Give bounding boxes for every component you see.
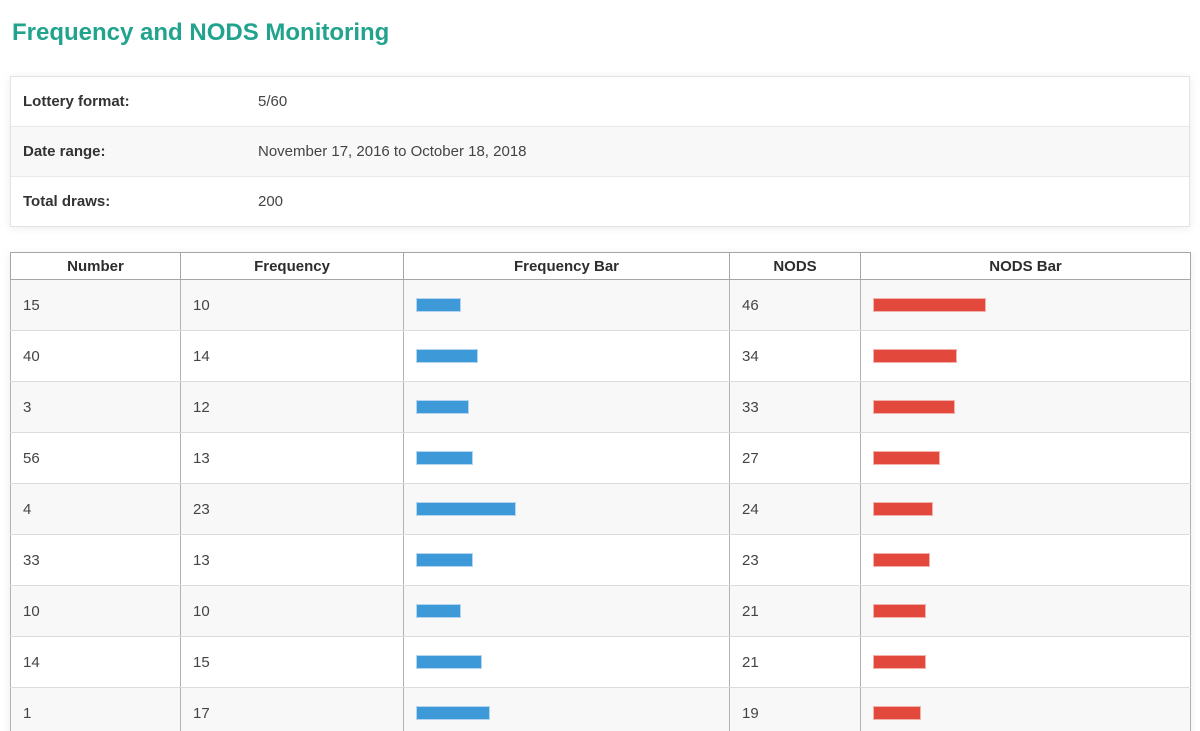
nods-bar: [873, 502, 933, 516]
frequency-bar-cell: [403, 381, 730, 433]
lottery-format-label: Lottery format:: [23, 93, 130, 110]
table-row: 1 17 19: [10, 687, 1191, 731]
frequency-bar: [416, 553, 473, 567]
table-header: Number Frequency Frequency Bar NODS NODS…: [10, 252, 1191, 280]
frequency-bar: [416, 706, 490, 720]
frequency-bar-cell: [403, 432, 730, 484]
nods-bar: [873, 706, 921, 720]
nods-bar-cell: [860, 483, 1191, 535]
frequency-bar-cell: [403, 585, 730, 637]
number-cell: 10: [10, 585, 181, 637]
summary-row-date-range: Date range: November 17, 2016 to October…: [11, 126, 1189, 176]
summary-row-total-draws: Total draws: 200: [11, 176, 1189, 226]
column-header-nods: NODS: [729, 252, 861, 280]
lottery-format-value: 5/60: [258, 93, 288, 110]
nods-cell: 27: [729, 432, 861, 484]
nods-cell: 24: [729, 483, 861, 535]
column-header-frequency-bar: Frequency Bar: [403, 252, 730, 280]
summary-panel: Lottery format: 5/60 Date range: Novembe…: [10, 76, 1190, 227]
table-row: 15 10 46: [10, 279, 1191, 331]
nods-bar: [873, 400, 955, 414]
nods-cell: 33: [729, 381, 861, 433]
frequency-bar-cell: [403, 687, 730, 731]
frequency-bar: [416, 451, 473, 465]
number-cell: 1: [10, 687, 181, 731]
table-header-row: Number Frequency Frequency Bar NODS NODS…: [10, 252, 1191, 280]
date-range-value: November 17, 2016 to October 18, 2018: [258, 143, 527, 160]
nods-cell: 21: [729, 585, 861, 637]
frequency-nods-table: Number Frequency Frequency Bar NODS NODS…: [10, 252, 1191, 731]
number-cell: 40: [10, 330, 181, 382]
nods-bar: [873, 349, 957, 363]
column-header-number: Number: [10, 252, 181, 280]
number-cell: 14: [10, 636, 181, 688]
nods-cell: 46: [729, 279, 861, 331]
page-title: Frequency and NODS Monitoring: [12, 19, 390, 46]
nods-bar-cell: [860, 534, 1191, 586]
summary-row-lottery-format: Lottery format: 5/60: [11, 77, 1189, 126]
frequency-cell: 23: [180, 483, 404, 535]
frequency-cell: 13: [180, 432, 404, 484]
number-cell: 3: [10, 381, 181, 433]
nods-bar: [873, 451, 940, 465]
frequency-cell: 12: [180, 381, 404, 433]
nods-bar-cell: [860, 330, 1191, 382]
table-row: 33 13 23: [10, 534, 1191, 586]
total-draws-value: 200: [258, 193, 284, 210]
frequency-bar: [416, 655, 482, 669]
nods-cell: 21: [729, 636, 861, 688]
column-header-nods-bar: NODS Bar: [860, 252, 1191, 280]
frequency-cell: 17: [180, 687, 404, 731]
nods-bar: [873, 298, 986, 312]
frequency-cell: 10: [180, 585, 404, 637]
nods-bar-cell: [860, 381, 1191, 433]
nods-bar-cell: [860, 279, 1191, 331]
frequency-bar: [416, 298, 461, 312]
nods-cell: 34: [729, 330, 861, 382]
frequency-cell: 10: [180, 279, 404, 331]
frequency-bar: [416, 604, 461, 618]
frequency-bar-cell: [403, 330, 730, 382]
table-row: 4 23 24: [10, 483, 1191, 535]
nods-cell: 23: [729, 534, 861, 586]
table-row: 14 15 21: [10, 636, 1191, 688]
nods-bar: [873, 604, 926, 618]
number-cell: 33: [10, 534, 181, 586]
nods-cell: 19: [729, 687, 861, 731]
frequency-bar: [416, 502, 516, 516]
date-range-label: Date range:: [23, 143, 106, 160]
frequency-bar: [416, 349, 478, 363]
frequency-bar-cell: [403, 534, 730, 586]
table-body: 15 10 46 40 14 34 3 12 33 56 13 27 4 23 24 33 13 23 10 10 21…: [10, 279, 1191, 731]
frequency-cell: 15: [180, 636, 404, 688]
number-cell: 4: [10, 483, 181, 535]
nods-bar-cell: [860, 432, 1191, 484]
number-cell: 15: [10, 279, 181, 331]
table-row: 40 14 34: [10, 330, 1191, 382]
frequency-bar: [416, 400, 469, 414]
total-draws-label: Total draws:: [23, 193, 111, 210]
frequency-cell: 14: [180, 330, 404, 382]
nods-bar-cell: [860, 636, 1191, 688]
table-row: 56 13 27: [10, 432, 1191, 484]
number-cell: 56: [10, 432, 181, 484]
table-row: 10 10 21: [10, 585, 1191, 637]
table-row: 3 12 33: [10, 381, 1191, 433]
column-header-frequency: Frequency: [180, 252, 404, 280]
nods-bar-cell: [860, 585, 1191, 637]
nods-bar-cell: [860, 687, 1191, 731]
frequency-bar-cell: [403, 636, 730, 688]
frequency-bar-cell: [403, 279, 730, 331]
frequency-cell: 13: [180, 534, 404, 586]
nods-bar: [873, 553, 930, 567]
nods-bar: [873, 655, 926, 669]
frequency-bar-cell: [403, 483, 730, 535]
